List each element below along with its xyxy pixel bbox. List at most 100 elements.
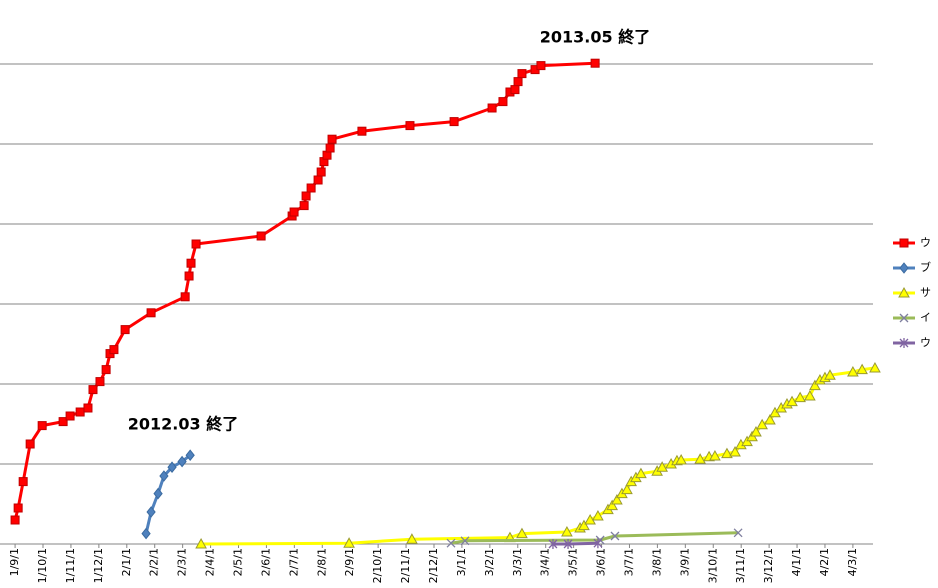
- x-tick-label: 4/2/1: [818, 548, 831, 576]
- marker: [167, 461, 177, 474]
- marker: [109, 345, 119, 355]
- marker: [289, 207, 299, 217]
- marker: [343, 537, 355, 548]
- x-tick-label: 3/4/1: [539, 548, 552, 576]
- x-tick-label: 3/1/1: [455, 548, 468, 576]
- marker: [185, 449, 195, 462]
- marker: [513, 77, 523, 87]
- marker: [405, 121, 415, 131]
- legend-marker: [899, 238, 909, 248]
- marker: [25, 439, 35, 449]
- annotation: 2012.03 終了: [128, 415, 238, 434]
- marker: [510, 85, 520, 95]
- marker: [177, 455, 187, 468]
- marker: [733, 528, 743, 538]
- x-tick-label: 3/7/1: [622, 548, 635, 576]
- marker: [592, 509, 604, 521]
- marker: [635, 467, 647, 479]
- marker: [721, 447, 733, 459]
- x-tick-label: 2/9/1: [343, 548, 356, 576]
- marker: [13, 503, 23, 513]
- x-tick-label: 3/12/1: [762, 548, 775, 583]
- legend-marker: [899, 313, 909, 323]
- marker: [794, 391, 806, 403]
- marker: [809, 379, 821, 391]
- x-tick-label: 4/3/1: [846, 548, 859, 576]
- marker: [306, 183, 316, 193]
- x-tick-label: 1/11/1: [64, 548, 77, 583]
- marker: [301, 191, 311, 201]
- legend-label: ブ: [920, 260, 931, 274]
- series-line: [201, 366, 876, 546]
- x-tick-label: 3/3/1: [511, 548, 524, 576]
- legend-label: イ: [920, 311, 931, 324]
- x-tick-label: 2/10/1: [371, 548, 384, 583]
- marker: [786, 395, 798, 407]
- marker: [675, 453, 687, 465]
- marker: [804, 389, 816, 401]
- marker: [186, 258, 196, 268]
- marker: [561, 525, 573, 537]
- x-tick-label: 2/1/1: [120, 548, 133, 576]
- marker: [357, 126, 367, 136]
- marker: [460, 536, 470, 546]
- legend-marker: [899, 262, 909, 274]
- marker: [159, 470, 169, 482]
- marker: [101, 365, 111, 375]
- marker: [593, 538, 603, 549]
- marker: [406, 533, 418, 544]
- marker: [146, 308, 156, 318]
- marker: [313, 175, 323, 185]
- legend-marker: [899, 338, 909, 348]
- marker: [184, 271, 194, 281]
- marker: [606, 499, 619, 511]
- marker: [750, 425, 762, 437]
- x-tick-label: 2/8/1: [315, 548, 328, 576]
- marker: [95, 377, 105, 387]
- marker: [88, 385, 98, 395]
- marker: [18, 477, 28, 487]
- marker: [120, 325, 130, 335]
- marker: [327, 134, 337, 144]
- x-tick-label: 3/8/1: [650, 548, 663, 576]
- x-tick-label: 2/11/1: [399, 548, 412, 583]
- x-tick-label: 2/4/1: [204, 548, 217, 576]
- marker: [191, 239, 201, 249]
- marker: [316, 167, 326, 177]
- marker: [146, 506, 156, 518]
- marker: [611, 493, 623, 505]
- marker: [37, 421, 47, 431]
- x-tick-label: 3/9/1: [678, 548, 691, 576]
- legend-label: サ: [920, 286, 931, 299]
- annotation: 2013.05 終了: [540, 28, 650, 47]
- marker: [446, 538, 456, 548]
- marker: [141, 527, 151, 540]
- x-tick-label: 1/9/1: [8, 548, 21, 576]
- marker: [656, 461, 669, 472]
- marker: [824, 369, 836, 380]
- x-tick-label: 2/2/1: [148, 548, 161, 576]
- marker: [58, 417, 68, 427]
- x-tick-label: 2/6/1: [259, 548, 272, 576]
- marker: [578, 519, 590, 531]
- marker: [153, 487, 163, 500]
- marker: [65, 411, 75, 421]
- x-tick-label: 3/10/1: [706, 548, 719, 583]
- marker: [299, 201, 309, 211]
- marker: [590, 58, 600, 68]
- marker: [764, 413, 776, 425]
- marker: [195, 537, 207, 549]
- marker: [325, 143, 335, 153]
- marker: [516, 527, 528, 539]
- legend-marker: [898, 286, 910, 298]
- marker: [610, 531, 620, 541]
- marker: [709, 449, 721, 461]
- x-tick-label: 3/5/1: [567, 548, 580, 576]
- marker: [536, 61, 546, 71]
- x-tick-label: 3/2/1: [483, 548, 496, 576]
- x-tick-label: 3/6/1: [595, 548, 608, 576]
- marker: [487, 103, 497, 113]
- marker: [83, 403, 93, 413]
